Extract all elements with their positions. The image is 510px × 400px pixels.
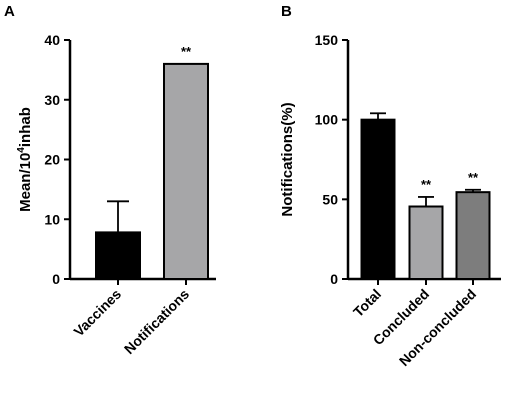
bar	[95, 231, 141, 281]
y-tick-label: 20	[44, 152, 60, 168]
y-tick-label: 150	[315, 32, 339, 48]
y-axis-title-tail: inhab	[17, 107, 34, 147]
x-category-label: Vaccines	[70, 286, 124, 340]
x-category-label: Notifications	[121, 286, 192, 357]
y-tick-label: 0	[52, 271, 60, 287]
significance-marker: **	[468, 170, 479, 185]
y-axis-title-main: Mean/10	[17, 153, 34, 212]
y-tick-label: 10	[44, 211, 60, 227]
panel-letter-a: A	[4, 3, 15, 20]
significance-marker: **	[181, 44, 192, 59]
y-axis-title: Notifications(%)	[279, 102, 296, 216]
y-tick-label: 50	[322, 191, 338, 207]
chart-panel-a: 0 10 20 30 40 Mean/104inhab Vaccines ** Notifica…	[16, 32, 216, 357]
bar	[408, 205, 444, 280]
bar	[163, 62, 209, 281]
chart-panel-b: 050100150Notifications(%)Total**Conclude…	[279, 32, 501, 369]
y-tick-label: 0	[330, 271, 338, 287]
y-tick-label: 100	[315, 112, 339, 128]
x-category-label: Total	[350, 286, 384, 320]
significance-marker: **	[421, 177, 432, 192]
y-axis-title: Mean/104inhab	[16, 107, 34, 212]
y-tick-label: 40	[44, 32, 60, 48]
y-tick-label: 30	[44, 92, 60, 108]
y-axis-title-sup: 4	[16, 147, 27, 153]
bar	[455, 191, 491, 280]
panel-letter-b: B	[281, 3, 292, 20]
y-axis-title-main: Notifications(%)	[279, 102, 296, 216]
bar	[360, 118, 396, 280]
